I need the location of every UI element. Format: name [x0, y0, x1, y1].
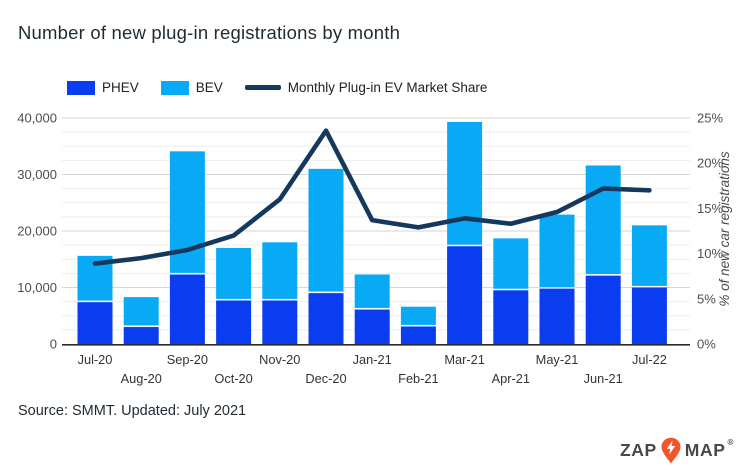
x-axis-label-Aug-20: Aug-20: [121, 371, 162, 386]
legend-label-phev: PHEV: [102, 80, 139, 95]
page-title: Number of new plug-in registrations by m…: [18, 22, 401, 43]
left-axis-tick-label: 40,000: [17, 111, 57, 126]
chart-plot: 0 10,000 20,000 30,000 40,000 0% 5% 10% 15% 20% 25…: [17, 111, 732, 387]
bar-phev-Feb-21: [400, 326, 436, 344]
bar-phev-Jan-21: [354, 309, 390, 344]
bar-phev-May-21: [539, 288, 575, 344]
right-axis-tick-label: 0%: [697, 337, 716, 352]
x-axis-label-Feb-21: Feb-21: [398, 371, 439, 386]
bar-bev-Aug-20: [123, 297, 159, 326]
bar-bev-Oct-20: [216, 247, 252, 299]
right-axis-title: % of new car registrations: [717, 151, 732, 307]
bar-phev-Apr-21: [493, 290, 529, 344]
logo-text-zap: ZAP: [619, 440, 657, 460]
bar-bev-Jun-21: [585, 165, 621, 275]
legend-item-monthly-plug-in-ev-market-share: Monthly Plug-in EV Market Share: [244, 80, 488, 95]
x-axis-label-Oct-20: Oct-20: [214, 371, 252, 386]
bar-bev-Jan-21: [354, 274, 390, 308]
source-note: Source: SMMT. Updated: July 2021: [18, 403, 247, 419]
bar-bev-May-21: [539, 214, 575, 288]
x-axis-label-Jul-20: Jul-20: [78, 352, 113, 367]
legend-swatch-monthly-plug-in-ev-market-share: [244, 85, 281, 90]
bar-bev-Jul-22: [631, 225, 667, 286]
legend-swatch-phev: [67, 80, 95, 95]
left-axis-tick-label: 10,000: [17, 280, 57, 295]
x-axis-label-Apr-21: Apr-21: [492, 371, 530, 386]
bar-phev-Mar-21: [447, 246, 483, 344]
x-axis-label-Jul-22: Jul-22: [632, 352, 667, 367]
bar-bev-Sep-20: [169, 151, 205, 273]
right-axis-tick-label: 15%: [697, 201, 723, 216]
bar-bev-Nov-20: [262, 242, 298, 299]
bar-phev-Dec-20: [308, 293, 344, 344]
logo-text-map: MAP: [684, 440, 726, 460]
bar-phev-Nov-20: [262, 300, 298, 344]
zapmap-pin-icon: [660, 437, 682, 464]
bar-phev-Jul-20: [77, 302, 113, 344]
left-axis-tick-label: 20,000: [17, 224, 57, 239]
right-axis-tick-label: 10%: [697, 246, 723, 261]
market-share-line: [92, 128, 652, 266]
x-axis-label-Jan-21: Jan-21: [353, 352, 392, 367]
legend-swatch-bev: [160, 80, 189, 95]
chart-legend: PHEV BEV Monthly Plug-in EV Market Share: [67, 80, 487, 95]
zapmap-logo: ZAP MAP ®: [620, 437, 734, 464]
bar-phev-Aug-20: [123, 327, 159, 344]
bar-bev-Dec-20: [308, 168, 344, 292]
x-axis-label-Jun-21: Jun-21: [584, 371, 623, 386]
lightning-bolt-icon: [666, 440, 675, 455]
x-axis-label-Dec-20: Dec-20: [305, 371, 346, 386]
bar-phev-Jul-22: [631, 287, 667, 344]
left-axis-tick-label: 0: [50, 337, 57, 352]
right-axis-tick-label: 20%: [697, 156, 723, 171]
bar-phev-Oct-20: [216, 300, 252, 344]
x-axis-label-Mar-21: Mar-21: [444, 352, 485, 367]
right-axis-tick-label: 5%: [697, 291, 716, 306]
legend-item-phev: PHEV: [67, 80, 139, 95]
bar-phev-Jun-21: [585, 275, 621, 344]
legend-label-bev: BEV: [195, 80, 223, 95]
x-axis-label-Sep-20: Sep-20: [167, 352, 208, 367]
left-axis-tick-label: 30,000: [17, 167, 57, 182]
x-axis-label-Nov-20: Nov-20: [259, 352, 300, 367]
bar-phev-Sep-20: [169, 274, 205, 344]
x-axis-label-May-21: May-21: [536, 352, 579, 367]
legend-item-bev: BEV: [160, 80, 223, 95]
bar-bev-Feb-21: [400, 306, 436, 325]
bar-bev-Mar-21: [447, 121, 483, 245]
legend-label-monthly-plug-in-ev-market-share: Monthly Plug-in EV Market Share: [287, 80, 488, 95]
right-axis-tick-label: 25%: [697, 111, 723, 126]
bar-bev-Apr-21: [493, 238, 529, 289]
registered-mark: ®: [727, 438, 734, 447]
